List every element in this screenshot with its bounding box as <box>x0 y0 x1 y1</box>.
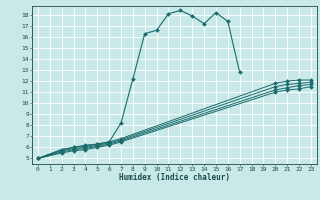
X-axis label: Humidex (Indice chaleur): Humidex (Indice chaleur) <box>119 173 230 182</box>
